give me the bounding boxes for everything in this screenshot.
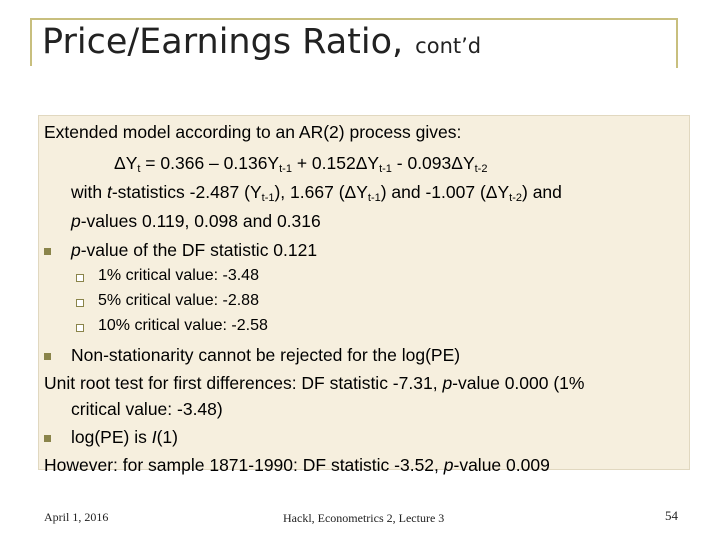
hollow-bullet (76, 324, 84, 332)
equation-line: ΔYt = 0.366 – 0.136Yt-1 + 0.152ΔYt-1 - 0… (114, 153, 488, 175)
footer-center: Hackl, Econometrics 2, Lecture 3 (283, 511, 445, 525)
hollow-bullet (76, 274, 84, 282)
intro-line: Extended model according to an AR(2) pro… (44, 122, 462, 142)
integration-line: log(PE) is I(1) (71, 427, 178, 447)
square-bullet (44, 435, 51, 442)
unit-root-line-2: critical value: -3.48) (71, 399, 223, 419)
critical-value-1: 1% critical value: -3.48 (98, 267, 259, 284)
pvalues-line: p-values 0.119, 0.098 and 0.316 (71, 211, 321, 231)
slide-title: Price/Earnings Ratio, cont’d (42, 22, 481, 62)
content-box: Extended model according to an AR(2) pro… (38, 115, 690, 475)
tstat-line: with t-statistics -2.487 (Yt-1), 1.667 (… (71, 182, 562, 204)
critical-value-5: 5% critical value: -2.88 (98, 292, 259, 309)
hollow-bullet (76, 299, 84, 307)
df-pvalue-line: p-value of the DF statistic 0.121 (71, 240, 318, 260)
critical-value-10: 10% critical value: -2.58 (98, 317, 268, 334)
title-frame (30, 18, 678, 68)
square-bullet (44, 248, 51, 255)
unit-root-line: Unit root test for first differences: DF… (44, 373, 585, 393)
title-sub: cont’d (415, 34, 482, 58)
sample-line: However: for sample 1871-1990: DF statis… (44, 455, 550, 475)
title-rule (30, 18, 32, 66)
page-number: 54 (665, 508, 678, 523)
footer-date: April 1, 2016 (44, 510, 109, 524)
nonstationarity-line: Non-stationarity cannot be rejected for … (71, 345, 461, 365)
title-main: Price/Earnings Ratio, (42, 22, 404, 62)
square-bullet (44, 353, 51, 360)
